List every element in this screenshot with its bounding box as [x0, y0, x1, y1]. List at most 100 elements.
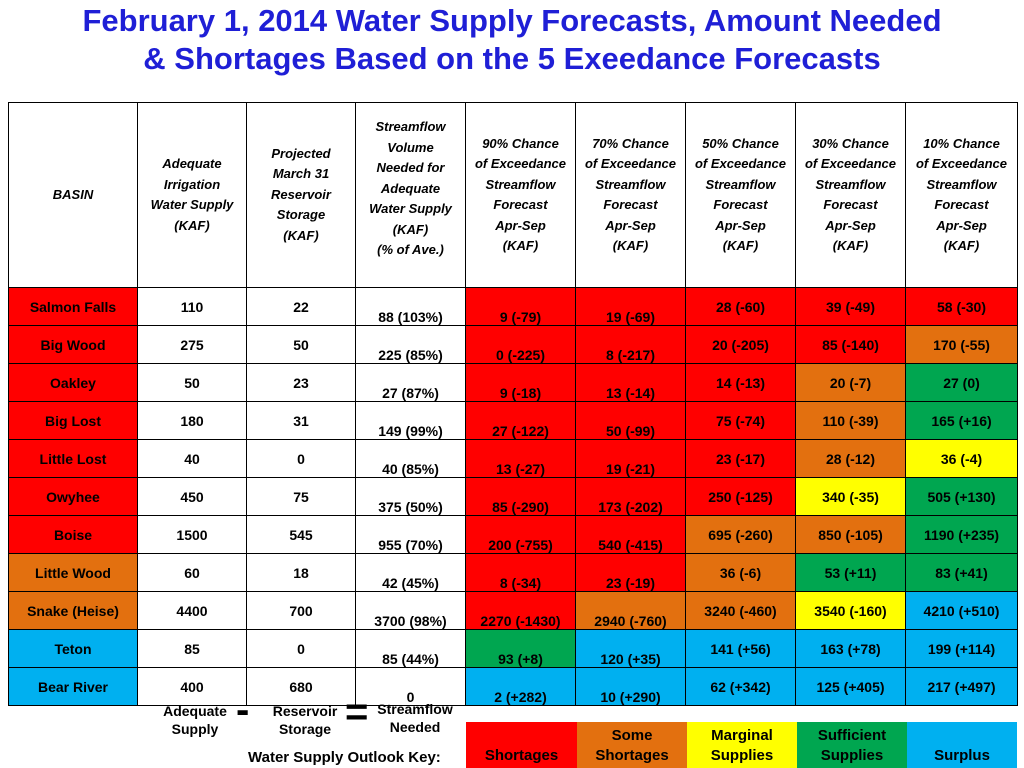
header-line: Volume [387, 139, 434, 155]
forecast-cell-f90: 13 (-27) [465, 439, 576, 478]
header-cell-1: Adequate Irrigation Water Supply (KAF) [137, 102, 247, 288]
header-line: (KAF) [502, 238, 539, 253]
header-line: Apr-Sep [605, 217, 656, 233]
forecast-cell-f10: 4210 (+510) [905, 591, 1018, 630]
forecast-cell-f10: 505 (+130) [905, 477, 1018, 516]
header-line: Streamflow [815, 176, 886, 192]
storage-cell: 0 [246, 439, 356, 478]
legend-item-label: Surplus [907, 746, 1017, 766]
forecast-cell-f70: 10 (+290) [575, 667, 686, 706]
equation-line: Adequate [163, 703, 227, 719]
header-line: 70% Chance [592, 135, 669, 151]
basin-cell: Teton [8, 629, 138, 668]
equation-line: Reservoir [272, 703, 338, 719]
header-line: Apr-Sep [715, 217, 766, 233]
header-cell-4: 90% Chance of Exceedance Streamflow Forecas… [465, 102, 576, 288]
header-line: Adequate [162, 156, 222, 171]
header-line: Adequate [380, 180, 441, 196]
table-row: Big Wood 275 50 225 (85%) 0 (-225) 8 (-217) 20… [8, 325, 1018, 364]
basin-cell: Big Wood [8, 325, 138, 364]
table-body: Salmon Falls 110 22 88 (103%) 9 (-79) 19 (-69… [8, 287, 1018, 706]
forecast-cell-f70: 13 (-14) [575, 363, 686, 402]
forecast-cell-f90: 8 (-34) [465, 553, 576, 592]
header-line: of Exceedance [915, 156, 1008, 171]
header-line: Irrigation [163, 176, 221, 192]
forecast-cell-f30: 20 (-7) [795, 363, 906, 402]
supply-cell: 40 [137, 439, 247, 478]
table-row: Owyhee 450 75 375 (50%) 85 (-290) 173 (-202) 2… [8, 477, 1018, 516]
forecast-cell-f90: 2270 (-1430) [465, 591, 576, 630]
equation-line: Streamflow [377, 701, 453, 717]
forecast-cell-f50: 141 (+56) [685, 629, 796, 668]
supply-cell: 4400 [137, 591, 247, 630]
storage-cell: 22 [246, 287, 356, 326]
needed-cell: 3700 (98%) [355, 591, 466, 630]
legend-item-label: Shortages [466, 746, 577, 766]
basin-cell: Salmon Falls [8, 287, 138, 326]
header-line: (KAF) [722, 238, 759, 253]
needed-cell: 0 [355, 667, 466, 706]
forecast-cell-f70: 173 (-202) [575, 477, 686, 516]
forecast-cell-f30: 3540 (-160) [795, 591, 906, 630]
equation-line: Storage [278, 721, 332, 737]
header-line: Needed for [376, 160, 445, 175]
legend-item-1: Some Shortages [577, 722, 687, 768]
header-line: Streamflow [485, 176, 556, 192]
legend-item-4: Surplus [907, 722, 1017, 768]
forecast-cell-f90: 200 (-755) [465, 515, 576, 554]
forecast-cell-f50: 23 (-17) [685, 439, 796, 478]
header-cell-2: Projected March 31 Reservoir Storage (KAF) [246, 102, 356, 288]
needed-cell: 149 (99%) [355, 401, 466, 440]
forecast-cell-f10: 27 (0) [905, 363, 1018, 402]
header-line: Forecast [713, 197, 768, 212]
legend-line: Surplus [934, 747, 990, 764]
header-line: (KAF) [612, 238, 649, 253]
equation-line: Needed [389, 719, 441, 735]
basin-cell: Boise [8, 515, 138, 554]
basin-cell: Owyhee [8, 477, 138, 516]
forecast-cell-f70: 50 (-99) [575, 401, 686, 440]
legend-line: Some [611, 727, 653, 744]
forecast-cell-f70: 23 (-19) [575, 553, 686, 592]
forecast-table: BASIN Adequate Irrigation Water Supply (KAF)… [8, 102, 1018, 706]
header-cell-7: 30% Chance of Exceedance Streamflow Forecas… [795, 102, 906, 288]
forecast-cell-f30: 85 (-140) [795, 325, 906, 364]
forecast-cell-f10: 217 (+497) [905, 667, 1018, 706]
forecast-cell-f90: 93 (+8) [465, 629, 576, 668]
equation-minus: - [236, 688, 250, 732]
header-line: Reservoir [271, 186, 331, 202]
forecast-cell-f10: 36 (-4) [905, 439, 1018, 478]
forecast-cell-f50: 75 (-74) [685, 401, 796, 440]
legend-line: Sufficient [817, 727, 887, 744]
forecast-cell-f30: 53 (+11) [795, 553, 906, 592]
page-title: February 1, 2014 Water Supply Forecasts,… [0, 2, 1024, 78]
equation-term-reservoir-storage: Reservoir Storage [262, 702, 348, 738]
storage-cell: 31 [246, 401, 356, 440]
legend-item-3: Sufficient Supplies [797, 722, 907, 768]
legend-line: Shortages [595, 747, 669, 764]
basin-cell: Oakley [8, 363, 138, 402]
supply-cell: 85 [137, 629, 247, 668]
header-line: Forecast [934, 197, 989, 212]
equation-term-adequate-supply: Adequate Supply [150, 702, 240, 738]
header-line: Water Supply [150, 197, 234, 212]
header-line: (KAF) [832, 238, 869, 253]
table-row: Teton 85 0 85 (44%) 93 (+8) 120 (+35) 141 (+56… [8, 629, 1018, 668]
header-line: of Exceedance [804, 156, 897, 171]
forecast-cell-f50: 20 (-205) [685, 325, 796, 364]
forecast-cell-f10: 165 (+16) [905, 401, 1018, 440]
header-line: 90% Chance [482, 135, 559, 151]
header-line: Streamflow [595, 176, 666, 192]
forecast-cell-f10: 58 (-30) [905, 287, 1018, 326]
legend-line: Shortages [484, 747, 559, 764]
storage-cell: 75 [246, 477, 356, 516]
storage-cell: 23 [246, 363, 356, 402]
forecast-cell-f10: 199 (+114) [905, 629, 1018, 668]
forecast-cell-f70: 2940 (-760) [575, 591, 686, 630]
header-line: Apr-Sep [495, 217, 546, 233]
forecast-cell-f30: 850 (-105) [795, 515, 906, 554]
legend-line: Supplies [710, 747, 774, 764]
storage-cell: 50 [246, 325, 356, 364]
forecast-cell-f70: 19 (-69) [575, 287, 686, 326]
table-row: Snake (Heise) 4400 700 3700 (98%) 2270 (-143… [8, 591, 1018, 630]
